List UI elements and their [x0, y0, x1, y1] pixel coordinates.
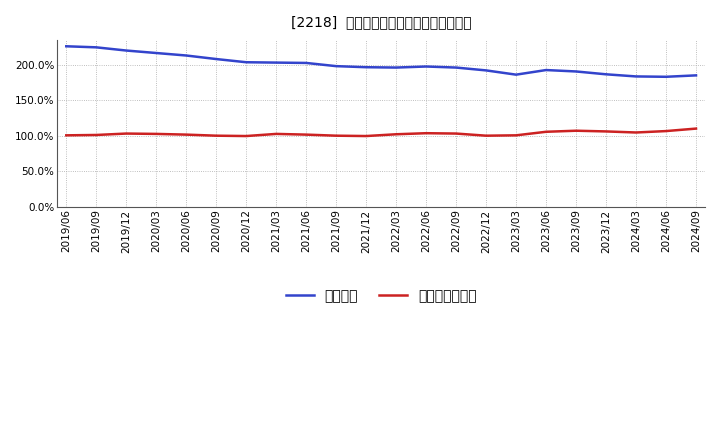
固定長期適合率	[451, 131, 460, 136]
固定長期適合率	[631, 130, 640, 135]
固定比率	[362, 65, 371, 70]
Line: 固定長期適合率: 固定長期適合率	[66, 128, 696, 136]
固定比率	[602, 72, 611, 77]
固定比率	[422, 64, 431, 69]
固定比率	[392, 65, 400, 70]
固定長期適合率	[482, 133, 490, 138]
固定比率	[332, 63, 341, 69]
固定比率	[182, 53, 191, 58]
固定比率	[152, 50, 161, 55]
固定比率	[572, 69, 580, 74]
固定長期適合率	[572, 128, 580, 133]
固定比率	[541, 67, 550, 73]
Line: 固定比率: 固定比率	[66, 46, 696, 77]
固定比率	[92, 45, 101, 50]
固定長期適合率	[302, 132, 310, 137]
固定長期適合率	[242, 133, 251, 139]
Legend: 固定比率, 固定長期適合率: 固定比率, 固定長期適合率	[280, 284, 482, 309]
固定比率	[212, 56, 220, 62]
固定長期適合率	[602, 129, 611, 134]
固定長期適合率	[392, 132, 400, 137]
固定長期適合率	[152, 131, 161, 136]
固定長期適合率	[62, 133, 71, 138]
固定長期適合率	[362, 133, 371, 139]
固定長期適合率	[422, 131, 431, 136]
固定比率	[242, 59, 251, 65]
固定比率	[122, 48, 130, 53]
固定比率	[482, 68, 490, 73]
固定長期適合率	[662, 128, 670, 134]
固定比率	[302, 60, 310, 66]
固定長期適合率	[272, 131, 281, 136]
固定長期適合率	[541, 129, 550, 135]
固定比率	[662, 74, 670, 80]
固定比率	[62, 44, 71, 49]
固定長期適合率	[122, 131, 130, 136]
固定長期適合率	[332, 133, 341, 138]
固定比率	[512, 72, 521, 77]
固定長期適合率	[512, 133, 521, 138]
固定比率	[631, 74, 640, 79]
固定長期適合率	[212, 133, 220, 138]
固定比率	[692, 73, 701, 78]
固定長期適合率	[182, 132, 191, 137]
固定比率	[272, 60, 281, 65]
固定長期適合率	[692, 126, 701, 131]
固定比率	[451, 65, 460, 70]
Title: [2218]  固定比率、固定長期適合率の推移: [2218] 固定比率、固定長期適合率の推移	[291, 15, 472, 29]
固定長期適合率	[92, 132, 101, 138]
